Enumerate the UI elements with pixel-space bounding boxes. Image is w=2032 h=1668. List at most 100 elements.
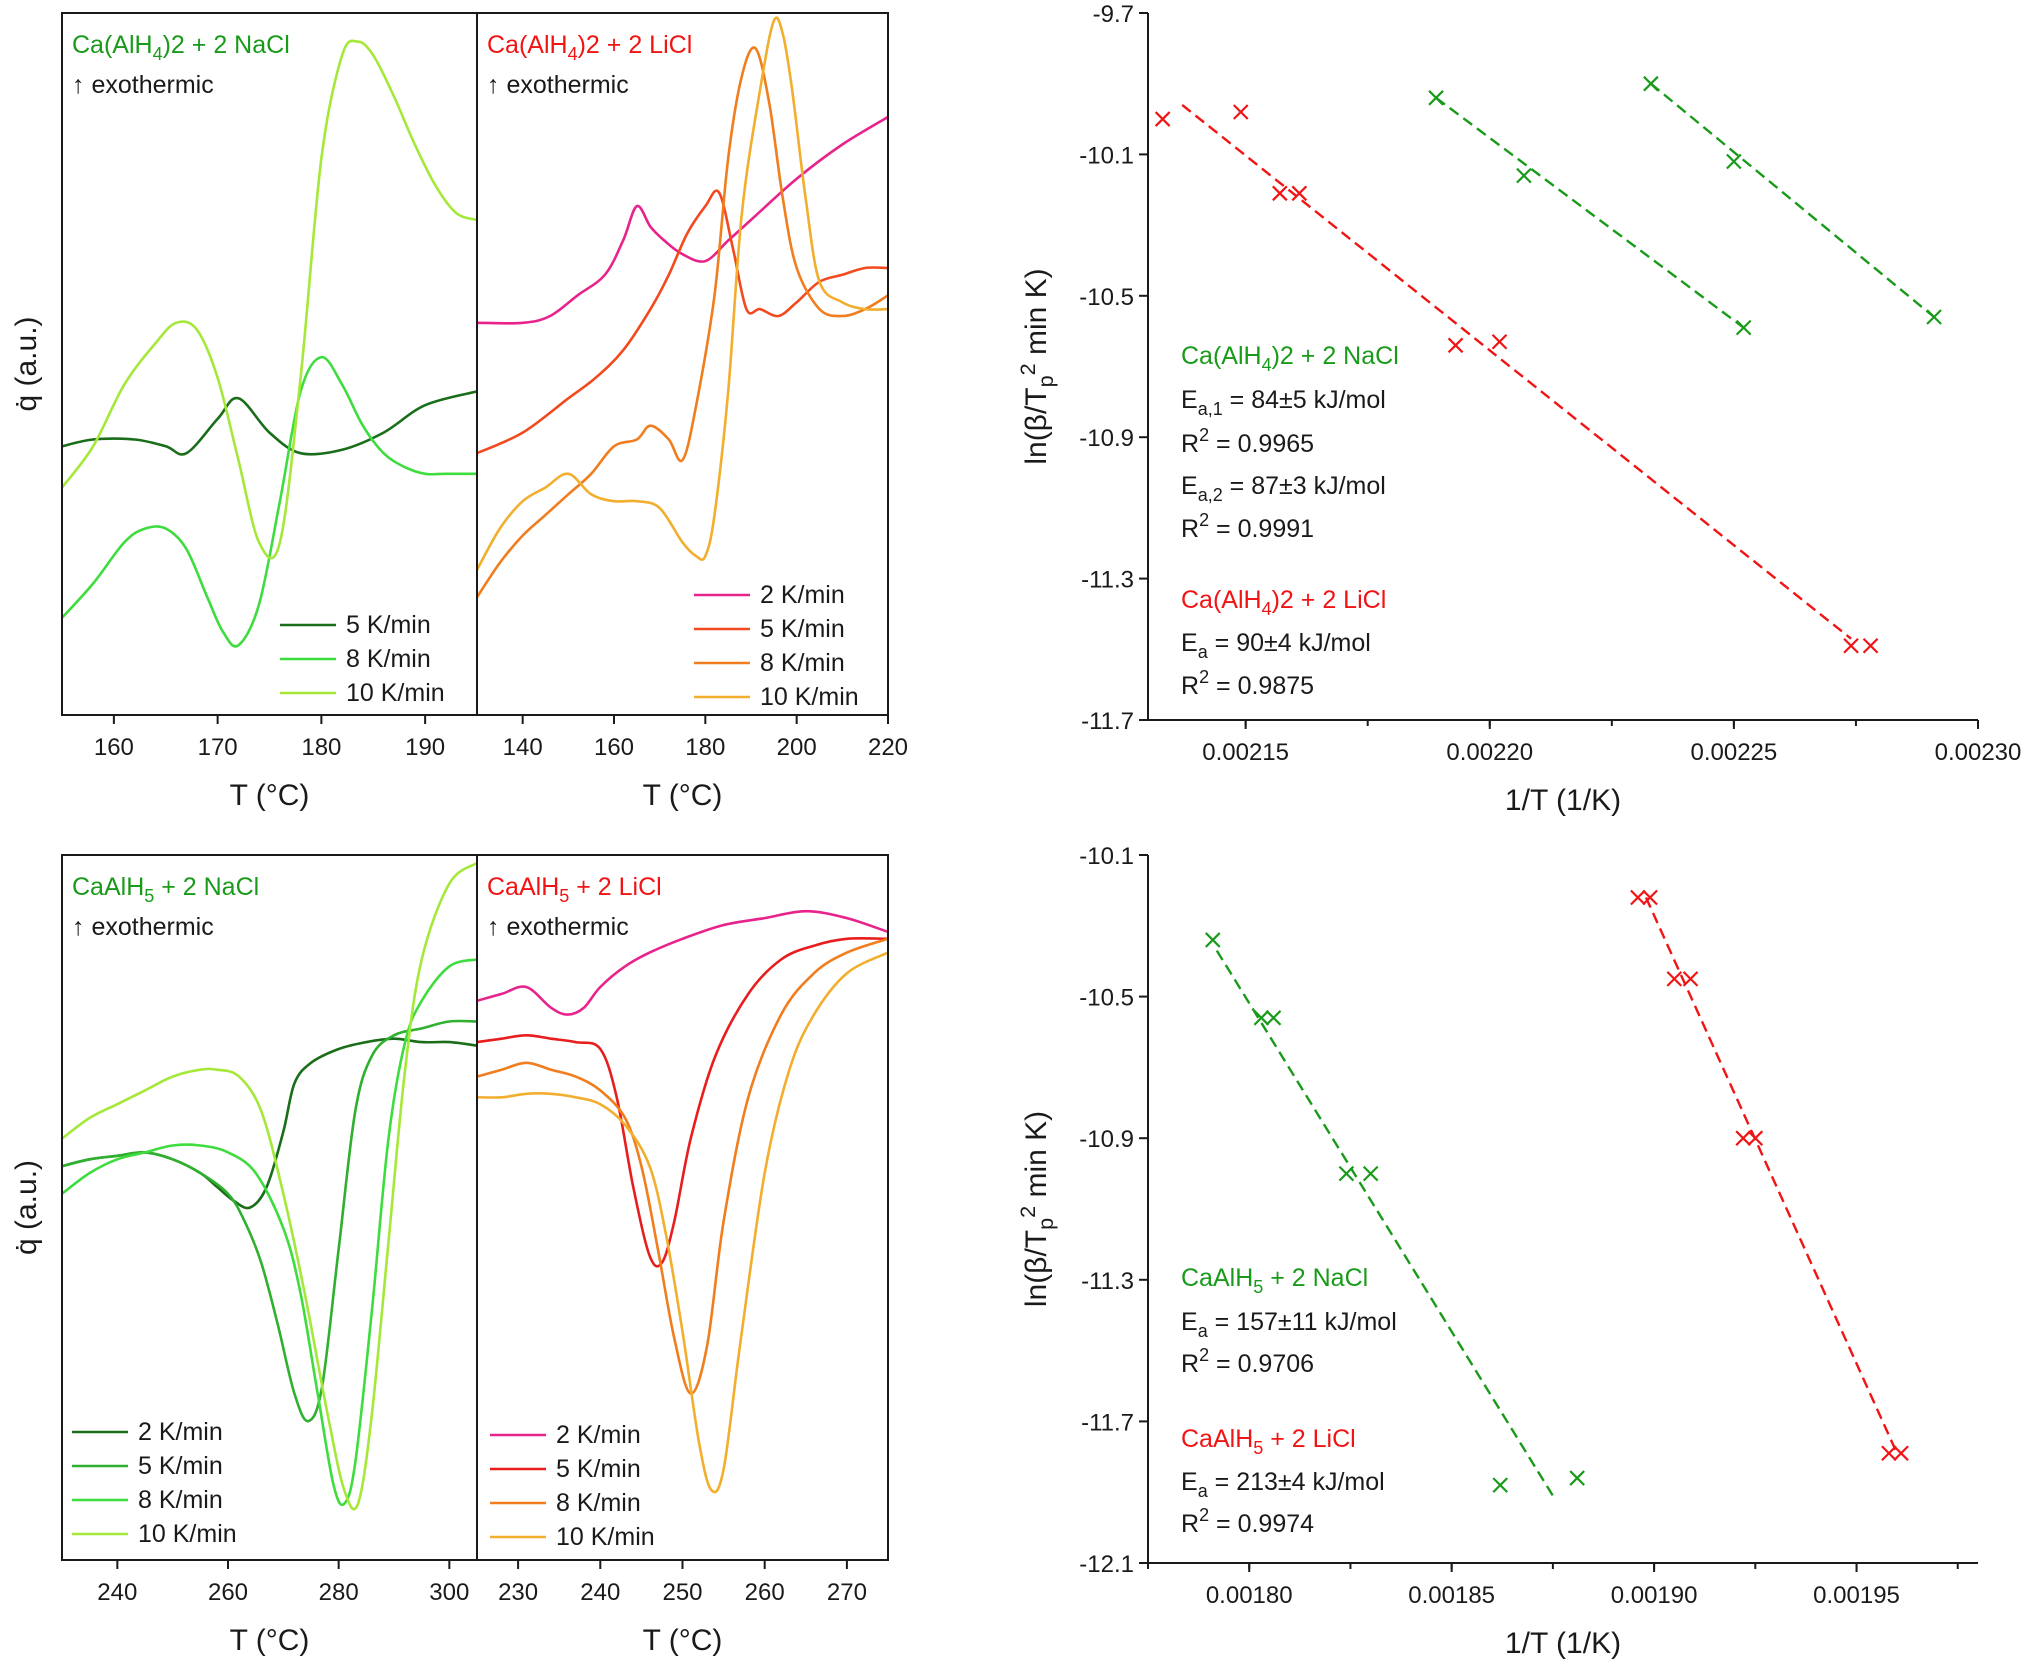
x-tick-label: 160 [94,734,134,761]
panel-title: CaAlH5 + 2 NaCl [72,873,259,906]
series-line-2-k-min [62,1037,477,1210]
data-point [1265,1010,1282,1026]
legend-label: 5 K/min [556,1455,641,1483]
legend-licl-r: R2 = 0.9875 [1181,667,1314,700]
x-axis-label: T (°C) [230,1624,310,1657]
data-point [1726,153,1742,170]
exothermic-annotation: ↑ exothermic [487,913,629,941]
y-axis-label: ln(β/Tp2 min K) [1015,268,1058,464]
data-point [1492,1477,1509,1493]
x-axis-label: T (°C) [643,779,723,812]
x-tick-label: 160 [594,734,634,761]
y-tick-label: -10.9 [1079,1126,1134,1153]
series-line-5-k-min [477,936,888,1268]
fit-line [1215,949,1554,1497]
y-tick-label: -9.7 [1093,1,1134,28]
data-point [1491,333,1508,350]
legend-nacl-ea: Ea = 157±11 kJ/mol [1181,1308,1397,1341]
series-line-5-k-min [62,1019,477,1423]
y-tick-label: -10.9 [1079,425,1134,452]
fit-line [1650,82,1935,318]
legend-label: 5 K/min [760,615,845,643]
panels: 160 170 180 190 T (°C) Ca(AlH4)2 + 2 NaCl ↑ ex… [10,1,2021,1660]
x-axis-label: T (°C) [230,779,310,812]
y-tick-label: -11.7 [1081,708,1134,735]
legend-label: 8 K/min [760,649,845,677]
legend-label: 10 K/min [556,1523,655,1551]
y-tick-label: -10.5 [1079,284,1134,311]
series-line-8-k-min [62,355,477,648]
x-tick-label: 190 [405,734,445,761]
series-line-10-k-min [62,861,477,1511]
x-tick-label: 0.00220 [1446,739,1533,766]
x-tick-label: 270 [827,1579,867,1606]
legend-licl-ea: Ea = 90±4 kJ/mol [1181,629,1371,662]
x-tick-label: 240 [580,1579,620,1606]
data-point [1643,75,1659,92]
series-line-8-k-min [477,46,888,598]
panel-bottom-mid-licl: 230 240 250 260 270 T (°C) CaAlH5 + 2 LiCl ↑ ex… [476,854,889,1657]
x-tick-label: 180 [685,734,725,761]
data-point [1362,1165,1379,1182]
plot-frame [476,12,889,716]
legend-label: 2 K/min [760,581,845,609]
series-lines [477,16,888,598]
y-axis-label: q̇ (a.u.) [10,316,43,411]
fit-line [1435,96,1745,329]
x-tick-label: 140 [503,734,543,761]
legend-label: 5 K/min [138,1452,223,1480]
data-point [1428,90,1444,106]
data-point [1338,1165,1355,1182]
x-tick-label: 260 [208,1579,248,1606]
x-tick-label: 0.00185 [1408,1582,1495,1609]
x-tick-label: 0.00230 [1935,739,2022,766]
legend-nacl-title: Ca(AlH4)2 + 2 NaCl [1181,342,1399,375]
data-point [1747,1130,1764,1146]
data-point [1154,111,1171,127]
data-point [1447,337,1464,354]
data-point [1253,1010,1270,1026]
legend-nacl-r: R2 = 0.9706 [1181,1345,1314,1378]
data-point [1926,309,1942,325]
legend-label: 2 K/min [138,1418,223,1446]
data-point [1272,185,1288,202]
legend-label: 10 K/min [346,679,445,707]
x-tick-label: 300 [429,1579,469,1606]
y-axis-label: ln(β/Tp2 min K) [1015,1111,1058,1307]
data-point [1666,971,1683,987]
series-lines [477,909,888,1494]
panel-bottom-right-kissinger: -10.1 -10.5 -10.9 -11.3 -11.7 -12.1 0.00180 0.0… [1015,843,1978,1660]
legend-label: 8 K/min [556,1489,641,1517]
series-line-5-k-min [62,390,477,456]
data-point [1630,889,1646,906]
data-point [1205,932,1221,948]
legend-nacl-title: CaAlH5 + 2 NaCl [1181,1264,1368,1297]
data-point [1843,637,1859,654]
x-tick-label: 280 [319,1579,359,1606]
data-point [1735,319,1752,336]
x-tick-label: 0.00225 [1690,739,1777,766]
x-axis-label: 1/T (1/K) [1505,784,1621,817]
x-tick-label: 180 [301,734,341,761]
x-tick-label: 0.00190 [1611,1582,1698,1609]
panel-top-right-kissinger: -9.7 -10.1 -10.5 -10.9 -11.3 -11.7 0.00215 0.00… [1015,1,2021,817]
y-tick-label: -10.1 [1079,843,1134,870]
legend-label: 2 K/min [556,1421,641,1449]
data-point [1516,167,1532,184]
panel-title: Ca(AlH4)2 + 2 NaCl [72,31,290,64]
x-tick-label: 0.00180 [1206,1582,1293,1609]
legend-nacl-ea1: Ea,1 = 84±5 kJ/mol [1181,386,1386,419]
panel-top-left-nacl: 160 170 180 190 T (°C) Ca(AlH4)2 + 2 NaCl ↑ ex… [10,12,478,812]
data-point [1232,104,1249,120]
x-tick-label: 200 [777,734,817,761]
x-tick-label: 170 [198,734,238,761]
y-tick-label: -12.1 [1079,1551,1134,1578]
x-axis-label: T (°C) [643,1624,723,1657]
x-tick-label: 260 [745,1579,785,1606]
x-tick-label: 0.00195 [1813,1582,1900,1609]
exothermic-annotation: ↑ exothermic [487,71,629,99]
data-point [1682,971,1699,987]
y-axis-label: q̇ (a.u.) [10,1160,43,1255]
data-point [1569,1470,1585,1486]
